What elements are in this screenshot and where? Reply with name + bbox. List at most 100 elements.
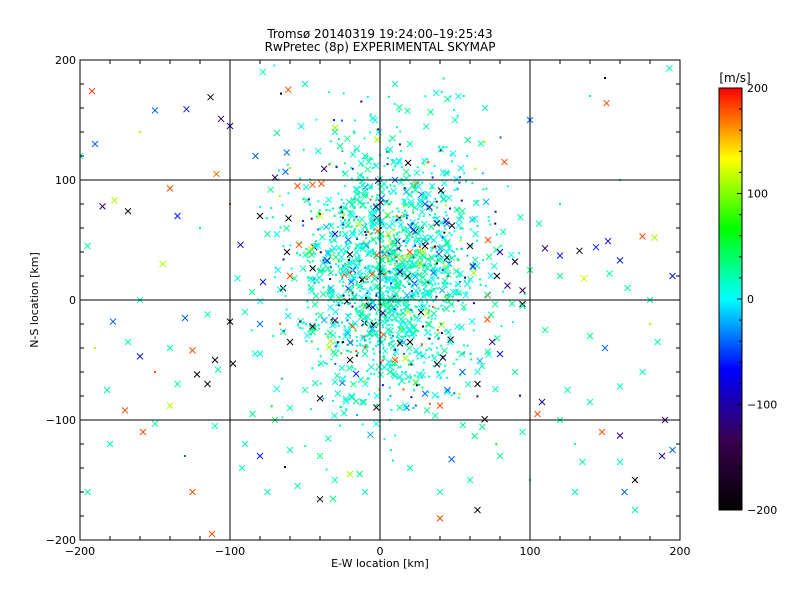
cloud-point [314,242,322,250]
marker-stroke [445,271,452,279]
marker-stroke [417,304,425,312]
marker-stroke [403,291,411,299]
cloud-point [462,292,470,299]
cloud-point [367,302,370,305]
cloud-point [388,190,391,193]
cloud-point [443,369,446,372]
cloud-point [407,201,415,209]
cloud-point [355,221,362,229]
marker-stroke [375,306,383,314]
cloud-point [398,254,405,262]
cloud-point [381,222,384,225]
cloud-point [386,270,389,273]
cloud-point [422,369,425,372]
cloud-point [422,262,430,270]
cloud-point [402,168,410,176]
cloud-point [307,275,315,283]
cloud-point [394,300,397,303]
marker-stroke [308,251,316,259]
cloud-point [410,290,413,293]
marker-stroke [442,265,449,273]
cloud-point [355,310,358,313]
cloud-point [290,275,298,282]
marker-stroke [341,230,349,238]
cloud-point [348,392,356,400]
marker-stroke [335,299,342,307]
marker-stroke [443,240,451,248]
cloud-point [385,281,388,284]
cloud-point [397,339,400,342]
marker-stroke [217,115,225,123]
cloud-point [345,235,348,238]
data-point [286,404,294,412]
cloud-point [376,330,379,333]
cloud-point [386,257,389,260]
marker-stroke [616,383,624,390]
cloud-point [386,285,394,293]
cloud-point [421,279,428,287]
cloud-point [446,171,449,174]
cloud-point [326,288,334,296]
cloud-point [397,366,400,369]
marker-stroke [418,208,426,216]
cloud-point [377,183,380,186]
cloud-point [431,284,434,287]
cloud-point [445,294,448,297]
cloud-point [348,336,351,339]
marker-stroke [443,388,451,396]
cloud-point [444,95,451,103]
cloud-point [402,388,405,391]
cloud-point [341,302,344,305]
cloud-point [422,295,425,298]
data-point [264,488,271,496]
cloud-point [319,251,322,254]
cloud-point [333,372,341,380]
marker-stroke [174,380,181,388]
marker-stroke [204,380,211,388]
data-point [504,282,511,289]
cloud-point [418,266,421,269]
marker-stroke [443,305,450,313]
cloud-point [452,267,460,275]
cloud-point [472,329,475,332]
cloud-point [481,172,484,175]
data-point [580,275,588,282]
cloud-point [422,265,425,268]
marker-stroke [472,230,479,238]
marker-stroke [356,172,364,179]
data-point [621,488,628,496]
cloud-point [327,269,335,277]
marker-stroke [352,370,360,378]
marker-stroke [348,392,356,400]
cloud-point [418,230,421,233]
cloud-point [416,371,423,378]
cloud-point [440,304,443,307]
cloud-point [444,330,447,333]
marker-stroke [446,291,454,299]
cloud-point [452,251,455,254]
marker-stroke [211,422,219,430]
cloud-point [477,140,485,147]
colorbar-tick-label: −100 [747,399,777,412]
cloud-point [403,291,411,299]
data-point [538,398,546,406]
marker-stroke [669,446,676,454]
cloud-point [429,276,436,284]
cloud-point [438,145,441,148]
cloud-point [390,360,393,363]
marker-stroke [284,312,292,320]
cloud-point [495,443,498,446]
cloud-point [398,218,401,221]
marker-stroke [454,92,462,100]
cloud-point [345,198,353,206]
cloud-point [420,376,423,379]
cloud-point [429,281,432,284]
cloud-point [272,216,275,219]
marker-stroke [303,197,310,204]
marker-stroke [420,220,428,228]
cloud-point [370,250,378,258]
cloud-point [342,92,345,95]
cloud-point [325,208,328,211]
data-point [409,227,417,234]
